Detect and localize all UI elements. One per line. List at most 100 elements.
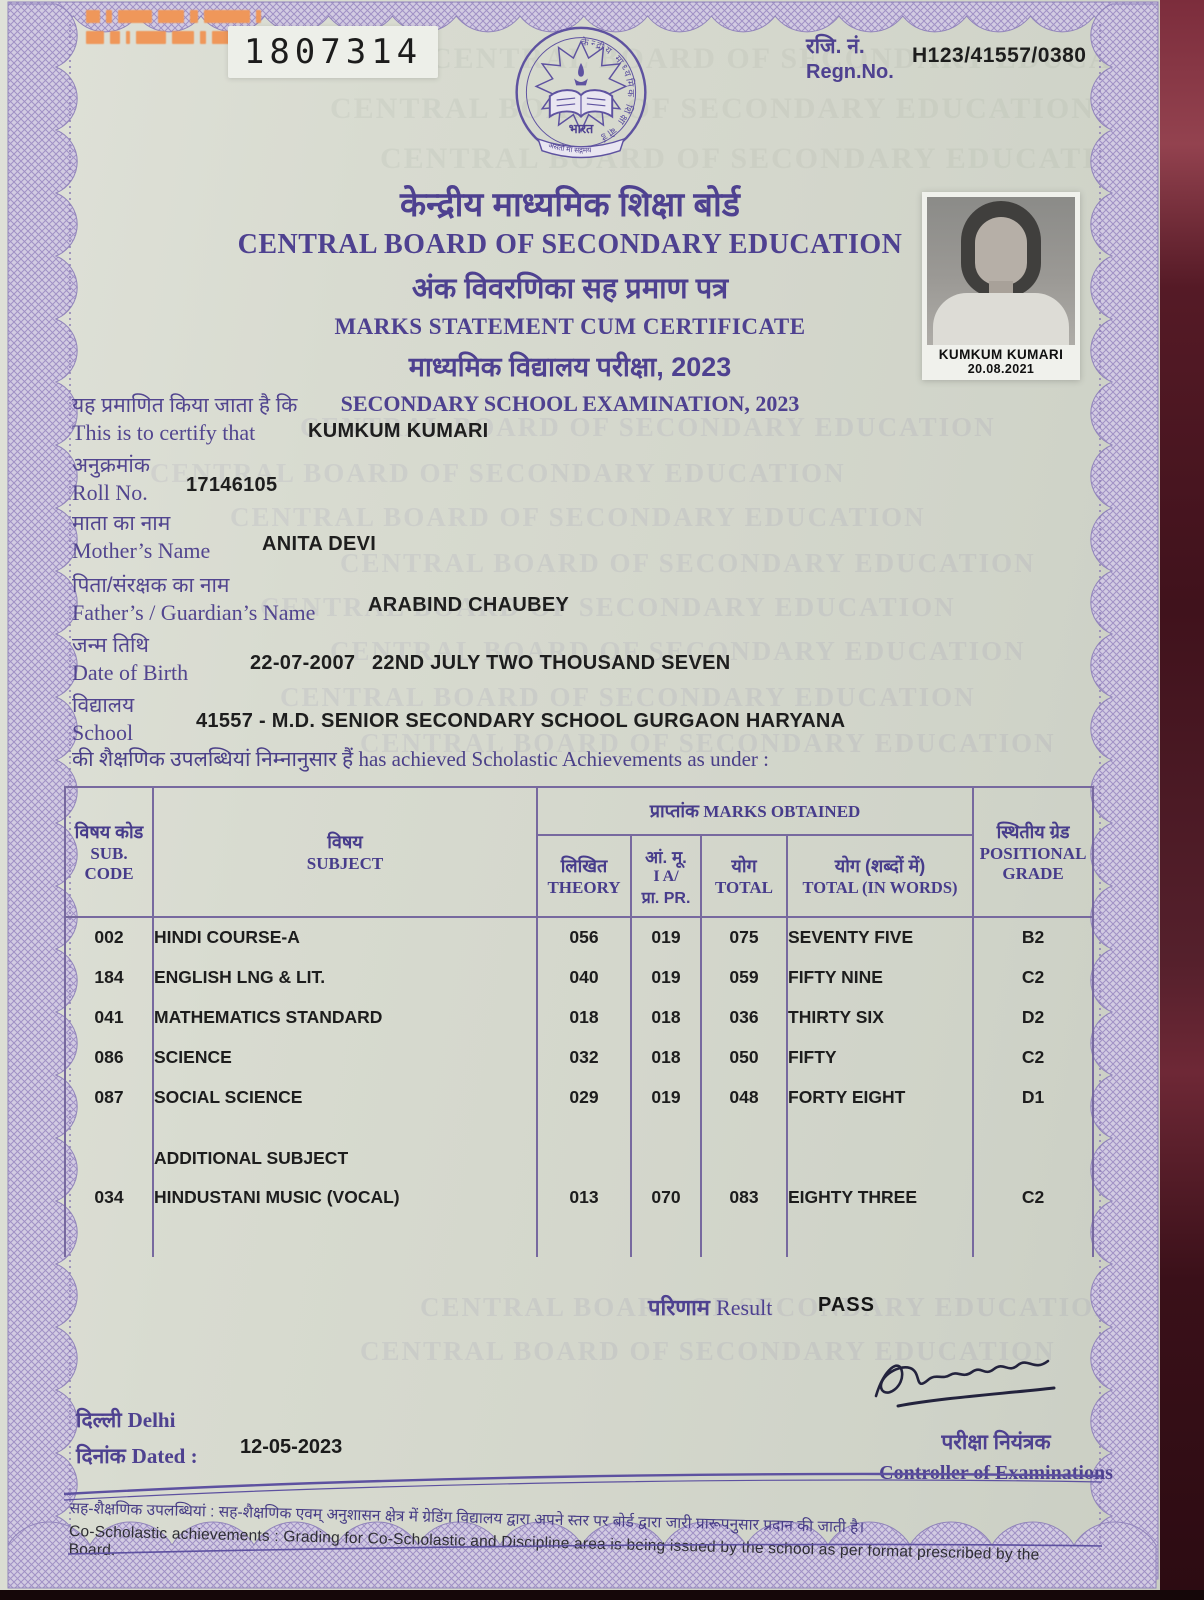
- dated-en: Dated :: [131, 1444, 198, 1468]
- school-value: 41557 - M.D. SENIOR SECONDARY SCHOOL GUR…: [196, 710, 846, 732]
- result-value: PASS: [818, 1294, 875, 1316]
- cell-words: THIRTY SIX: [785, 997, 975, 1037]
- student-photo: KUMKUM KUMARI 20.08.2021: [922, 192, 1080, 380]
- doc-title-english: MARKS STATEMENT CUM CERTIFICATE: [334, 314, 806, 339]
- footer-rule: [63, 1472, 1103, 1501]
- cell-theory: 029: [536, 1077, 632, 1117]
- student-photo-image: [927, 197, 1075, 345]
- col-header-total: योग TOTAL: [700, 834, 788, 918]
- cell-subject: MATHEMATICS STANDARD: [152, 997, 538, 1037]
- certify-label: यह प्रमाणित किया जाता है कि This is to c…: [72, 392, 297, 448]
- cell-ia: 019: [630, 1077, 702, 1117]
- father-label-hi: पिता/संरक्षक का नाम: [72, 574, 230, 597]
- background-bottom-strip: [0, 1590, 1204, 1600]
- cell-theory: 013: [536, 1175, 632, 1219]
- serial-number: 1807314: [228, 26, 438, 78]
- dated-value: 12-05-2023: [240, 1436, 343, 1458]
- student-name-value: KUMKUM KUMARI: [308, 420, 489, 442]
- board-title-hindi: केन्द्रीय माध्यमिक शिक्षा बोर्ड: [400, 186, 740, 224]
- place-label: दिल्ली Delhi: [76, 1406, 175, 1434]
- background-fabric: [1160, 0, 1204, 1600]
- cell-words: FIFTY: [785, 1037, 975, 1077]
- cell-grade: D1: [972, 1077, 1095, 1117]
- table-row: 086 SCIENCE 032 018 050 FIFTY C2: [64, 1037, 1095, 1077]
- logo-country-text: भारत: [569, 122, 594, 136]
- cell-code: 034: [64, 1175, 154, 1219]
- signatory-block: परीक्षा नियंत्रक Controller of Examinati…: [862, 1428, 1130, 1485]
- dob-label-hi: जन्म तिथि: [72, 634, 149, 657]
- exam-title-english: SECONDARY SCHOOL EXAMINATION, 2023: [340, 391, 800, 416]
- photo-date: 20.08.2021: [967, 361, 1035, 376]
- lace-top: [7, 1, 1159, 33]
- footer-rule-bottom: [67, 1543, 1103, 1555]
- mother-label-hi: माता का नाम: [72, 512, 171, 535]
- place-en: Delhi: [127, 1408, 176, 1432]
- dob-value: 22-07-2007: [250, 652, 356, 674]
- result-label-en: Result: [716, 1295, 773, 1320]
- cell-code: 041: [64, 997, 154, 1037]
- cell-words: EIGHTY THREE: [785, 1175, 975, 1219]
- result-label: परिणाम Result: [648, 1292, 772, 1322]
- cell-subject: HINDUSTANI MUSIC (VOCAL): [152, 1175, 538, 1219]
- cell-ia: 018: [630, 1037, 702, 1077]
- table-row: 002 HINDI COURSE-A 056 019 075 SEVENTY F…: [64, 917, 1095, 957]
- table-row: 034 HINDUSTANI MUSIC (VOCAL) 013 070 083…: [64, 1175, 1095, 1219]
- cell-words: FIFTY NINE: [785, 957, 975, 997]
- cell-code: 184: [64, 957, 154, 997]
- achievement-line: की शैक्षणिक उपलब्धियां निम्नानुसार हैं h…: [72, 747, 769, 771]
- regn-label-en: Regn.No.: [806, 61, 894, 84]
- signatory-title-en: Controller of Examinations: [879, 1462, 1113, 1484]
- cell-grade: C2: [972, 957, 1095, 997]
- cell-code: 086: [64, 1037, 154, 1077]
- cell-grade: C2: [972, 1175, 1095, 1219]
- cell-ia: 019: [630, 957, 702, 997]
- photo-face: [975, 217, 1027, 285]
- cell-subject: SOCIAL SCIENCE: [152, 1077, 538, 1117]
- logo-flame: [578, 62, 584, 77]
- cell-ia: 019: [630, 917, 702, 957]
- cell-grade: B2: [972, 917, 1095, 957]
- col-header-ia: आं. मू. I A/ प्रा. PR.: [630, 834, 702, 918]
- cell-theory: 040: [536, 957, 632, 997]
- cell-ia: 018: [630, 997, 702, 1037]
- lace-border: [7, 1, 1159, 1589]
- exam-title-hindi: माध्यमिक विद्यालय परीक्षा, 2023: [408, 352, 732, 382]
- cell-theory: 018: [536, 997, 632, 1037]
- lace-right: [1090, 3, 1159, 1580]
- board-title-english: CENTRAL BOARD OF SECONDARY EDUCATION: [237, 229, 903, 260]
- father-value: ARABIND CHAUBEY: [368, 594, 570, 616]
- logo-starburst: [534, 39, 628, 133]
- signatory-title-hi: परीक्षा नियंत्रक: [941, 1431, 1051, 1454]
- roll-label: अनुक्रमांक Roll No.: [72, 452, 150, 508]
- place-hi: दिल्ली: [76, 1409, 122, 1432]
- col-header-sub-code: विषय कोड SUB. CODE: [64, 786, 154, 918]
- father-label: पिता/संरक्षक का नाम Father’s / Guardian’…: [72, 572, 315, 628]
- mother-label-en: Mother’s Name: [72, 538, 211, 564]
- cell-words: SEVENTY FIVE: [785, 917, 975, 957]
- cell-ia: 070: [630, 1175, 702, 1219]
- col-header-marks-obtained: प्राप्तांक MARKS OBTAINED: [535, 786, 975, 836]
- cell-code: 087: [64, 1077, 154, 1117]
- additional-subject-row: ADDITIONAL SUBJECT: [64, 1141, 1095, 1175]
- mother-value: ANITA DEVI: [262, 533, 377, 555]
- table-spacer-row: [64, 1117, 1095, 1141]
- table-row: 184 ENGLISH LNG & LIT. 040 019 059 FIFTY…: [64, 957, 1095, 997]
- col-header-subject: विषय SUBJECT: [152, 786, 538, 918]
- roll-label-hi: अनुक्रमांक: [72, 454, 150, 477]
- dob-label: जन्म तिथि Date of Birth: [72, 632, 188, 688]
- table-filler-row: [64, 1219, 1095, 1257]
- result-label-hi: परिणाम: [648, 1295, 710, 1320]
- marks-table: विषय कोड SUB. CODE विषय SUBJECT प्राप्ता…: [64, 786, 1095, 1257]
- cell-subject: SCIENCE: [152, 1037, 538, 1077]
- cell-words: FORTY EIGHT: [785, 1077, 975, 1117]
- cell-subject: ENGLISH LNG & LIT.: [152, 957, 538, 997]
- cell-subject: HINDI COURSE-A: [152, 917, 538, 957]
- dob-words-value: 22ND JULY TWO THOUSAND SEVEN: [372, 652, 731, 674]
- photo-shirt: [933, 293, 1069, 345]
- cell-total: 048: [700, 1077, 788, 1117]
- certify-label-hi: यह प्रमाणित किया जाता है कि: [72, 394, 298, 417]
- cell-total: 075: [700, 917, 788, 957]
- cell-theory: 032: [536, 1037, 632, 1077]
- school-label-en: School: [72, 720, 134, 746]
- col-header-total-words: योग (शब्दों में) TOTAL (IN WORDS): [785, 834, 975, 918]
